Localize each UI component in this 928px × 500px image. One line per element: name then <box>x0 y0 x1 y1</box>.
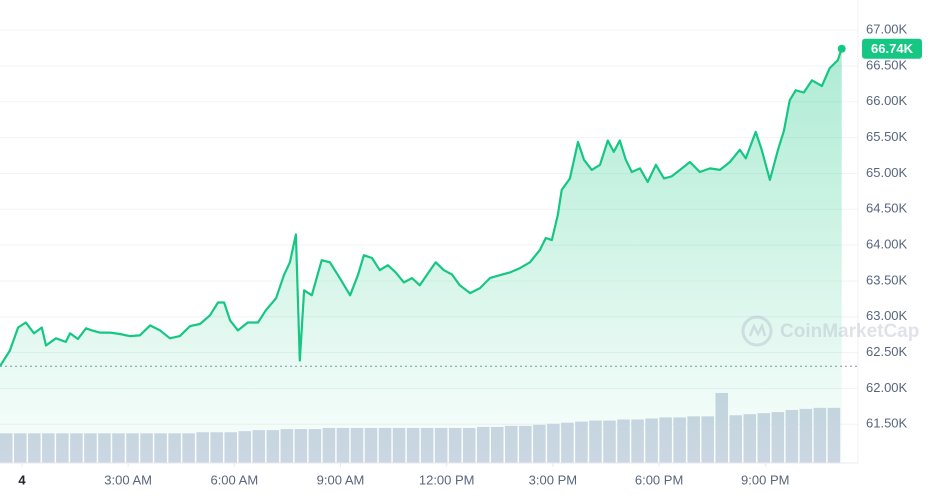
price-area <box>0 48 842 463</box>
x-tick-label: 4 <box>18 472 26 487</box>
x-tick-label: 6:00 PM <box>635 472 683 487</box>
y-tick-label: 62.00K <box>866 380 908 395</box>
watermark: CoinMarketCap <box>741 315 919 347</box>
price-line <box>0 48 843 367</box>
watermark-logo-mark <box>748 322 767 337</box>
y-tick-label: 64.50K <box>866 201 908 216</box>
last-point <box>837 44 846 53</box>
y-tick-label: 66.00K <box>866 93 908 108</box>
plot <box>0 44 858 463</box>
x-tick-label: 6:00 AM <box>210 472 258 487</box>
y-tick-label: 67.00K <box>866 22 908 37</box>
x-tick-label: 3:00 PM <box>529 472 577 487</box>
current-price-label: 66.74K <box>871 41 914 56</box>
y-tick-label: 65.50K <box>866 129 908 144</box>
y-tick-label: 62.50K <box>866 344 908 359</box>
y-tick-label: 66.50K <box>866 57 908 72</box>
x-tick-label: 3:00 AM <box>104 472 152 487</box>
y-tick-label: 61.50K <box>866 416 908 431</box>
x-tick-label: 9:00 AM <box>317 472 365 487</box>
y-tick-label: 65.00K <box>866 165 908 180</box>
x-tick-label: 12:00 PM <box>419 472 475 487</box>
watermark-text: CoinMarketCap <box>780 321 919 342</box>
y-tick-label: 63.00K <box>866 308 908 323</box>
watermark-logo <box>741 315 773 347</box>
current-price-badge <box>862 38 922 59</box>
y-tick-label: 63.50K <box>866 272 908 287</box>
x-tick-label: 9:00 PM <box>741 472 789 487</box>
y-tick-label: 64.00K <box>866 237 908 252</box>
